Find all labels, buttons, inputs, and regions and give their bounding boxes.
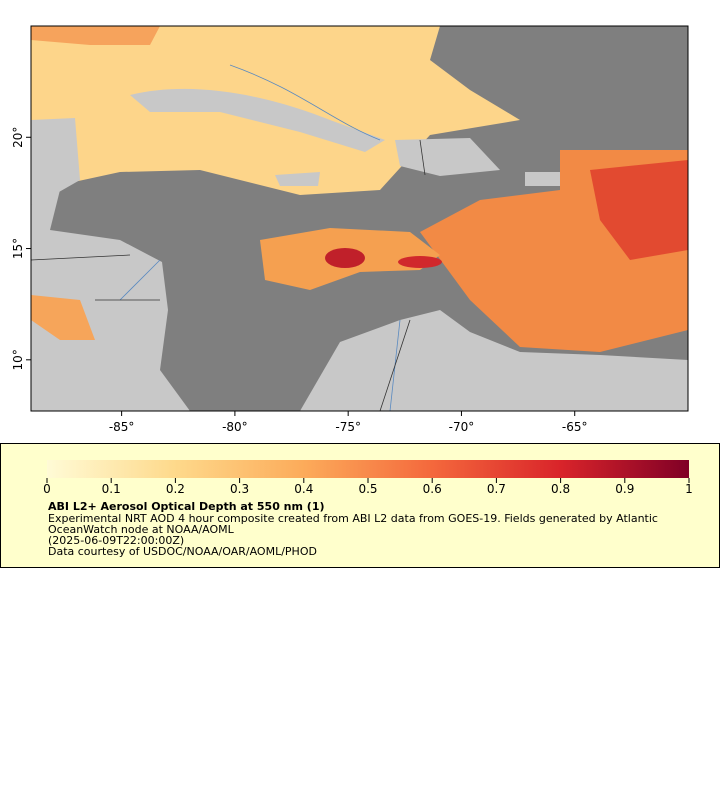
land [31,118,80,205]
colorbar-tick-label: 0.3 [230,482,249,496]
colorbar-tick-label: 0.6 [423,482,442,496]
aerosol-area [325,248,365,268]
colorbar-tick-label: 0.4 [294,482,313,496]
x-tick-label: -75° [335,420,361,434]
legend-title: ABI L2+ Aerosol Optical Depth at 550 nm … [48,500,325,513]
aerosol-area [31,26,160,45]
colorbar-tick-label: 0.5 [358,482,377,496]
legend-line: Experimental NRT AOD 4 hour composite cr… [48,512,658,525]
colorbar [47,460,689,478]
land [300,310,688,411]
y-tick-label: 20° [11,127,25,148]
aerosol-area [398,256,442,268]
y-tick-label: 15° [11,238,25,259]
colorbar-tick-label: 0.7 [487,482,506,496]
map-image [31,26,688,411]
legend-line: Data courtesy of USDOC/NOAA/OAR/AOML/PHO… [48,545,317,558]
aerosol-area [590,160,688,260]
colorbar-tick-label: 0.8 [551,482,570,496]
colorbar-tick-label: 1 [685,482,693,496]
x-tick-label: -70° [449,420,475,434]
land [130,88,385,152]
land [275,172,320,186]
x-tick-label: -80° [222,420,248,434]
map-frame [30,25,689,412]
x-tick-label: -85° [109,420,135,434]
colorbar-tick-label: 0.2 [166,482,185,496]
legend-line: OceanWatch node at NOAA/AOML [48,523,235,536]
land [31,190,190,411]
y-tick-label: 10° [11,349,25,370]
x-tick-label: -65° [562,420,588,434]
colorbar-tick-label: 0.9 [615,482,634,496]
colorbar-tick-label: 0 [43,482,51,496]
border [31,139,426,411]
land [525,172,565,186]
legend-line: (2025-06-09T22:00:00Z) [48,534,184,547]
aerosol-area [31,295,95,340]
colorbar-tick-label: 0.1 [102,482,121,496]
